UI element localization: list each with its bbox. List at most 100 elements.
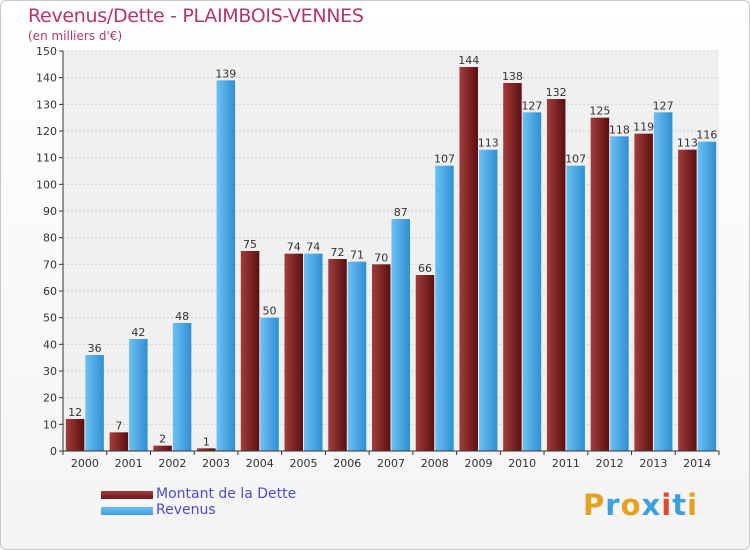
data-label-revenus: 71: [350, 249, 364, 262]
bar-dette-2007: [372, 264, 391, 451]
data-label-revenus: 48: [175, 310, 189, 323]
logo-letter: P: [583, 488, 606, 522]
x-tick-label: 2005: [290, 457, 318, 470]
data-label-revenus: 36: [88, 342, 102, 355]
data-label-dette: 1: [203, 435, 210, 448]
x-tick-label: 2014: [683, 457, 711, 470]
bar-revenus-2013: [653, 112, 673, 451]
x-tick-label: 2000: [71, 457, 99, 470]
plot-area: [63, 51, 719, 451]
bar-dette-2010: [503, 83, 522, 451]
data-label-dette: 7: [115, 419, 122, 432]
logo-letter: t: [672, 488, 688, 522]
bar-revenus-2002: [172, 323, 192, 451]
y-tick-label: 110: [36, 152, 57, 165]
data-label-revenus: 118: [609, 123, 630, 136]
legend-label-dette: Montant de la Dette: [156, 486, 297, 502]
data-label-revenus: 74: [306, 241, 320, 254]
bar-dette-2011: [546, 99, 566, 451]
logo-letter: i: [661, 488, 673, 522]
x-tick-label: 2004: [246, 457, 274, 470]
data-label-revenus: 107: [434, 153, 455, 166]
bar-revenus-2012: [610, 136, 629, 452]
data-label-revenus: 113: [478, 137, 499, 150]
x-tick-label: 2013: [639, 457, 667, 470]
bar-dette-2002: [153, 445, 172, 451]
data-label-dette: 125: [589, 105, 610, 118]
data-label-dette: 75: [243, 238, 257, 251]
bar-revenus-2000: [85, 355, 104, 451]
data-label-revenus: 87: [394, 206, 408, 219]
data-label-dette: 2: [159, 433, 166, 446]
x-tick-label: 2003: [202, 457, 230, 470]
bar-revenus-2007: [391, 219, 410, 451]
data-label-revenus: 116: [696, 129, 717, 142]
y-tick-label: 100: [36, 178, 57, 191]
bar-dette-2000: [65, 419, 85, 451]
bar-revenus-2006: [347, 261, 367, 451]
data-label-dette: 72: [331, 246, 345, 259]
data-label-dette: 70: [374, 251, 388, 264]
y-tick-label: 80: [43, 232, 57, 245]
y-tick-label: 130: [36, 98, 57, 111]
data-label-dette: 74: [287, 241, 301, 254]
logo-letter: x: [641, 488, 662, 522]
chart-title: Revenus/Dette - PLAIMBOIS-VENNES: [28, 5, 364, 27]
data-label-revenus: 127: [521, 99, 542, 112]
bar-dette-2001: [109, 432, 129, 451]
y-tick-label: 0: [50, 445, 57, 458]
bar-dette-2012: [590, 117, 610, 452]
y-tick-label: 70: [43, 258, 57, 271]
x-tick-label: 2007: [377, 457, 405, 470]
x-tick-label: 2010: [508, 457, 536, 470]
logo-letter: r: [605, 488, 621, 522]
y-tick-label: 20: [43, 392, 57, 405]
data-label-revenus: 42: [131, 326, 145, 339]
bar-dette-2013: [634, 133, 653, 451]
y-tick-label: 30: [43, 365, 57, 378]
y-tick-label: 90: [43, 205, 57, 218]
bar-dette-2009: [459, 67, 478, 451]
x-tick-label: 2008: [421, 457, 449, 470]
logo-letter: i: [687, 488, 699, 522]
data-label-dette: 138: [502, 70, 523, 83]
x-tick-label: 2011: [552, 457, 580, 470]
data-label-dette: 113: [677, 137, 698, 150]
y-tick-label: 50: [43, 312, 57, 325]
proxiti-logo: Proxiti: [583, 488, 698, 522]
x-tick-label: 2006: [333, 457, 361, 470]
bar-revenus-2010: [522, 112, 542, 451]
bar-revenus-2003: [216, 80, 236, 451]
bar-revenus-2005: [304, 253, 323, 451]
data-label-dette: 132: [546, 86, 567, 99]
bar-revenus-2014: [697, 141, 717, 451]
y-tick-label: 60: [43, 285, 57, 298]
data-label-revenus: 50: [263, 305, 277, 318]
x-tick-label: 2002: [158, 457, 186, 470]
bar-dette-2014: [678, 149, 697, 451]
data-label-dette: 144: [458, 54, 479, 67]
bar-revenus-2008: [435, 165, 454, 451]
bar-dette-2008: [415, 275, 435, 451]
data-label-dette: 66: [418, 262, 432, 275]
bar-revenus-2011: [566, 165, 585, 451]
bar-dette-2004: [240, 251, 260, 451]
legend-label-revenus: Revenus: [156, 502, 216, 518]
y-tick-label: 40: [43, 338, 57, 351]
data-label-revenus: 107: [565, 153, 586, 166]
x-tick-label: 2012: [596, 457, 624, 470]
bar-revenus-2001: [129, 339, 148, 451]
bar-dette-2006: [328, 259, 347, 451]
chart-subtitle: (en milliers d'€): [28, 29, 123, 43]
bar-revenus-2009: [478, 149, 498, 451]
x-tick-label: 2001: [115, 457, 143, 470]
logo-letter: o: [620, 488, 642, 522]
bar-revenus-2004: [260, 317, 279, 451]
data-label-dette: 12: [68, 406, 82, 419]
x-tick-label: 2009: [464, 457, 492, 470]
bar-dette-2003: [197, 448, 216, 451]
y-tick-label: 150: [36, 45, 57, 58]
data-label-dette: 119: [633, 121, 654, 134]
